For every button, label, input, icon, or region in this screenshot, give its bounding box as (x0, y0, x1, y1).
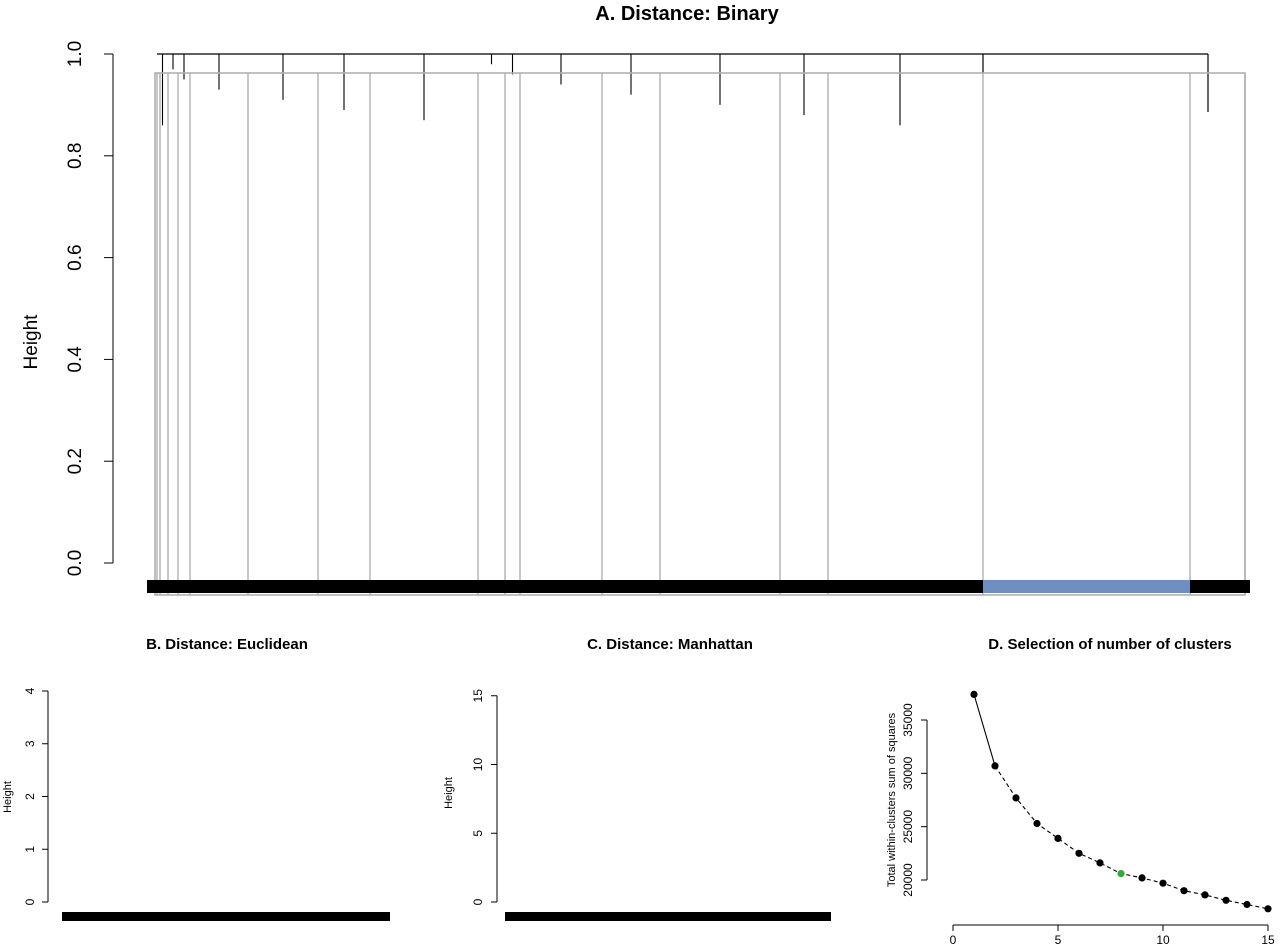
panel-a-binary-dendrogram: A. Distance: Binary Height 0.00.20.40.60… (21, 3, 1250, 596)
panel-c-title: C. Distance: Manhattan (587, 636, 753, 653)
panel-a-y-tick-label: 0.4 (65, 346, 86, 373)
panel-d-point (1264, 905, 1272, 913)
panel-d-point (1180, 887, 1188, 895)
panel-a-y-tick-label: 0.6 (65, 244, 86, 270)
panel-d-axes: 20000 25000 30000 35000 0 5 10 15 (901, 703, 1275, 945)
panel-a-leaf-bar-highlight (983, 580, 1190, 593)
panel-b-leaf-labels (62, 912, 390, 921)
panel-c-leaf-labels (505, 912, 831, 921)
panel-d-point (1201, 891, 1209, 899)
panel-c-manhattan-dendrogram: C. Distance: Manhattan Height 0 5 10 15 (443, 636, 831, 921)
panel-a-leaf-bar (147, 580, 983, 593)
panel-d-point (1222, 896, 1230, 904)
panel-d-point (1138, 874, 1146, 882)
panel-b-leaf-bar (62, 912, 390, 921)
panel-d-point (1012, 794, 1020, 802)
panel-a-ylabel: Height (21, 314, 42, 370)
panel-b-y-tick-label: 1 (23, 846, 37, 853)
panel-a-y-axis: 0.0 0.2 0.4 0.6 0.8 1.0 (65, 41, 114, 576)
panel-d-point (1243, 900, 1251, 909)
panel-b-y-tick-label: 0 (23, 898, 37, 905)
panel-b-ylabel: Height (2, 781, 14, 813)
panel-d-x-tick-label: 5 (1055, 933, 1062, 945)
panel-d-y-tick-label: 30000 (901, 756, 915, 790)
panel-d-y-tick-label: 20000 (901, 863, 915, 897)
panel-d-y-tick-label: 25000 (901, 810, 915, 844)
panel-d-points (970, 690, 1272, 913)
panel-b-y-tick-label: 4 (23, 687, 37, 694)
panel-d-point (991, 762, 999, 770)
panel-d-point (1159, 879, 1167, 887)
panel-b-y-tick-label: 2 (23, 793, 37, 800)
panel-a-root-merge (157, 53, 1209, 112)
panel-d-elbow-plot: D. Selection of number of clusters Total… (886, 636, 1275, 945)
panel-c-y-tick-label: 0 (471, 898, 485, 905)
panel-d-x-tick-label: 10 (1156, 933, 1170, 945)
panel-c-y-tick-label: 10 (471, 758, 485, 772)
panel-b-euclidean-dendrogram: B. Distance: Euclidean Height 0 1 2 3 4 (2, 636, 390, 921)
panel-b-y-tick-label: 3 (23, 740, 37, 747)
panel-d-point (1075, 849, 1083, 857)
panel-b-title: B. Distance: Euclidean (146, 636, 308, 653)
panel-d-y-tick-label: 35000 (901, 703, 915, 737)
panel-a-y-tick-label: 0.2 (65, 448, 86, 474)
panel-a-tree (157, 53, 1209, 563)
panel-d-line-dashed (994, 765, 1269, 910)
panel-d-point (1054, 834, 1062, 843)
panel-c-ylabel: Height (443, 777, 455, 809)
panel-c-y-tick-label: 15 (471, 689, 485, 703)
panel-a-cluster-boxes (154, 72, 1246, 596)
panel-a-title: A. Distance: Binary (595, 3, 779, 25)
panel-d-x-tick-label: 15 (1261, 933, 1275, 945)
panel-a-y-tick-label: 1.0 (65, 41, 86, 67)
panel-d-title: D. Selection of number of clusters (988, 636, 1231, 653)
panel-a-leaf-labels (147, 580, 1250, 593)
panel-a-y-tick-label: 0.0 (65, 550, 86, 576)
panel-a-leaf-bar (1190, 580, 1250, 593)
panel-c-leaf-bar (505, 912, 831, 921)
panel-d-ylabel: Total within-clusters sum of squares (886, 712, 898, 887)
panel-d-x-tick-label: 0 (950, 933, 957, 945)
panel-c-y-tick-label: 5 (471, 830, 485, 837)
panel-d-point (970, 690, 978, 699)
panel-d-line-segment (973, 694, 996, 767)
panel-d-point (1033, 819, 1041, 828)
panel-b-y-axis: 0 1 2 3 4 (23, 687, 49, 905)
panel-c-y-axis: 0 5 10 15 (471, 689, 498, 905)
panel-a-y-tick-label: 0.8 (65, 143, 86, 169)
panel-d-point-selected (1117, 870, 1125, 878)
panel-d-point (1096, 859, 1104, 867)
